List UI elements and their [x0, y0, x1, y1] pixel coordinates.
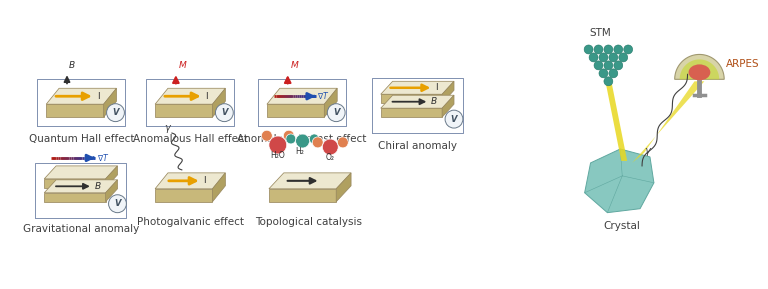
- Circle shape: [584, 45, 593, 54]
- Polygon shape: [381, 108, 442, 117]
- Circle shape: [614, 61, 623, 70]
- Circle shape: [589, 53, 598, 62]
- Circle shape: [609, 53, 617, 62]
- Text: V: V: [221, 108, 227, 117]
- Text: ARPES: ARPES: [727, 59, 760, 69]
- Circle shape: [296, 134, 310, 148]
- Circle shape: [313, 137, 323, 148]
- Text: I: I: [204, 176, 207, 185]
- Text: B: B: [431, 97, 437, 106]
- Polygon shape: [632, 81, 704, 163]
- Polygon shape: [106, 166, 118, 188]
- Circle shape: [310, 134, 319, 144]
- Polygon shape: [46, 104, 104, 117]
- Polygon shape: [213, 173, 225, 202]
- Polygon shape: [104, 88, 117, 117]
- Polygon shape: [605, 81, 627, 161]
- Text: H₂: H₂: [296, 147, 304, 156]
- Polygon shape: [45, 180, 118, 193]
- Circle shape: [261, 130, 273, 141]
- Text: I: I: [206, 92, 208, 101]
- Polygon shape: [381, 95, 454, 108]
- Polygon shape: [336, 173, 351, 202]
- Circle shape: [614, 45, 623, 54]
- Circle shape: [269, 136, 286, 154]
- Text: H₂O: H₂O: [270, 151, 285, 160]
- Text: Anomalous Nernst effect: Anomalous Nernst effect: [237, 134, 367, 144]
- Text: STM: STM: [590, 27, 611, 38]
- Polygon shape: [45, 179, 106, 188]
- Polygon shape: [381, 81, 454, 94]
- Text: Anomalous Hall effect: Anomalous Hall effect: [133, 134, 247, 144]
- Circle shape: [599, 53, 608, 62]
- Polygon shape: [45, 193, 106, 202]
- Circle shape: [599, 69, 608, 78]
- Text: $\nabla T$: $\nabla T$: [97, 153, 109, 163]
- Text: V: V: [112, 108, 119, 117]
- Text: B: B: [94, 182, 101, 191]
- Polygon shape: [155, 88, 225, 104]
- Polygon shape: [324, 88, 337, 117]
- Circle shape: [337, 137, 348, 148]
- Polygon shape: [155, 173, 225, 189]
- Text: Crystal: Crystal: [604, 221, 641, 231]
- Text: $\nabla T$: $\nabla T$: [317, 91, 329, 101]
- Circle shape: [619, 53, 627, 62]
- Circle shape: [286, 134, 296, 144]
- Polygon shape: [155, 189, 213, 202]
- Text: $\gamma$: $\gamma$: [644, 146, 652, 158]
- Text: Quantum Hall effect: Quantum Hall effect: [28, 134, 134, 144]
- Circle shape: [604, 61, 613, 70]
- Polygon shape: [45, 166, 118, 179]
- Text: I: I: [435, 83, 438, 92]
- Circle shape: [609, 69, 617, 78]
- Text: Photogalvanic effect: Photogalvanic effect: [137, 217, 243, 227]
- Circle shape: [216, 104, 233, 122]
- Text: M: M: [290, 61, 299, 70]
- Text: I: I: [97, 92, 99, 101]
- Polygon shape: [267, 88, 337, 104]
- Polygon shape: [46, 88, 117, 104]
- Text: M: M: [179, 61, 187, 70]
- Polygon shape: [442, 95, 454, 117]
- Polygon shape: [267, 104, 324, 117]
- Text: Gravitational anomaly: Gravitational anomaly: [23, 224, 139, 234]
- Text: O₂: O₂: [326, 153, 334, 162]
- Circle shape: [327, 104, 345, 122]
- Text: V: V: [114, 199, 121, 208]
- Text: Topological catalysis: Topological catalysis: [256, 217, 362, 227]
- Circle shape: [604, 45, 613, 54]
- Circle shape: [445, 110, 463, 128]
- Polygon shape: [442, 81, 454, 103]
- Circle shape: [323, 139, 338, 155]
- Polygon shape: [269, 189, 336, 202]
- Circle shape: [107, 104, 124, 122]
- Text: $\gamma$: $\gamma$: [164, 123, 172, 135]
- Polygon shape: [381, 94, 442, 103]
- Circle shape: [283, 130, 294, 141]
- Circle shape: [624, 45, 633, 54]
- Polygon shape: [680, 60, 720, 79]
- Circle shape: [108, 195, 127, 213]
- Text: V: V: [333, 108, 339, 117]
- Polygon shape: [584, 149, 654, 213]
- Circle shape: [594, 45, 603, 54]
- Ellipse shape: [689, 64, 710, 80]
- Text: V: V: [451, 115, 457, 124]
- Polygon shape: [155, 104, 213, 117]
- Polygon shape: [269, 173, 351, 189]
- Text: B: B: [69, 61, 75, 70]
- Circle shape: [594, 61, 603, 70]
- Circle shape: [604, 77, 613, 86]
- Text: Chiral anomaly: Chiral anomaly: [378, 141, 457, 151]
- Polygon shape: [675, 54, 724, 79]
- Polygon shape: [213, 88, 225, 117]
- Polygon shape: [106, 180, 118, 202]
